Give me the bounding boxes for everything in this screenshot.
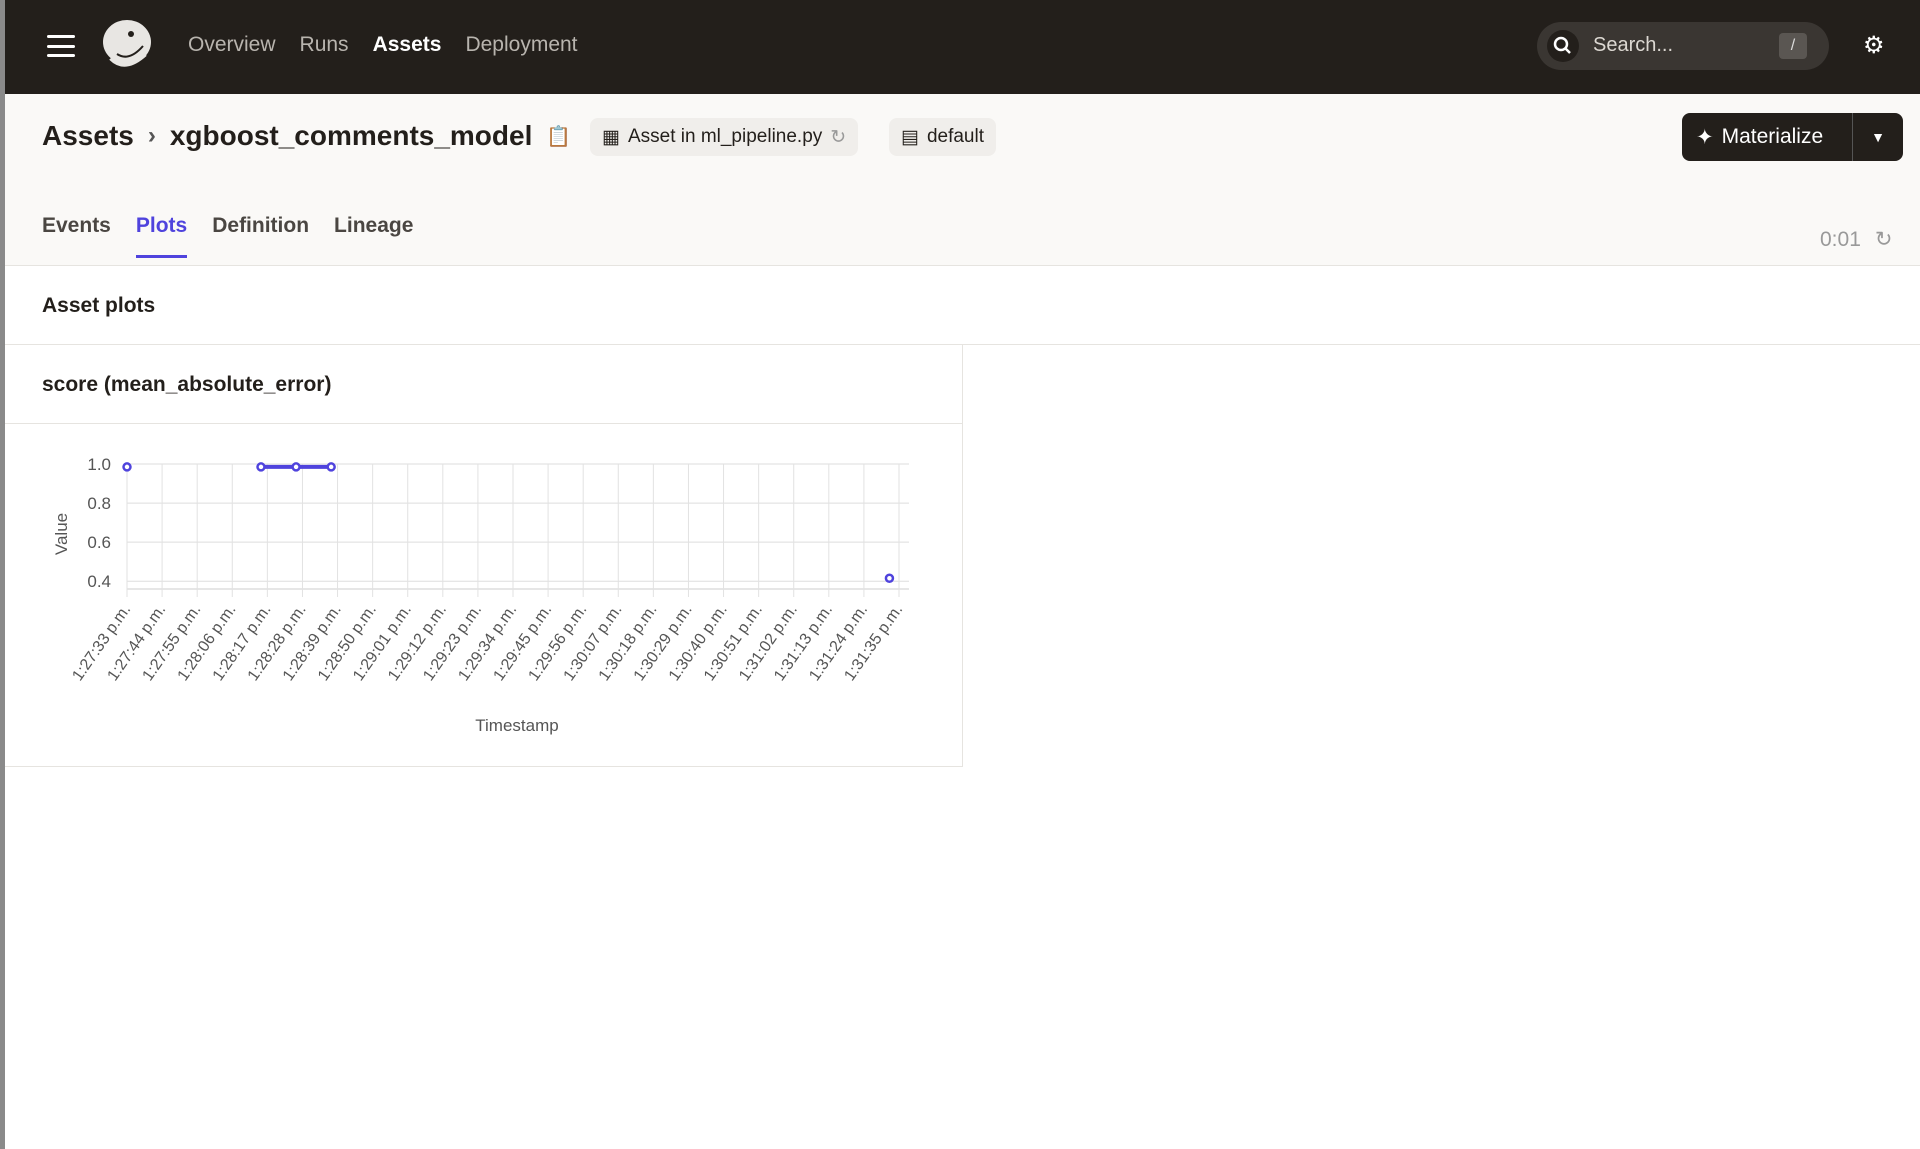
data-point[interactable] [884, 573, 895, 584]
nav-assets[interactable]: Assets [372, 33, 442, 56]
materialize-button[interactable]: ✦ Materialize ▼ [1682, 113, 1903, 161]
breadcrumb: Assets › xgboost_comments_model 📋 [42, 120, 571, 152]
reload-icon[interactable]: ↻ [830, 126, 847, 148]
tab-plots[interactable]: Plots [135, 214, 188, 258]
refresh-icon[interactable]: ↻ [1874, 228, 1893, 251]
x-axis-label: Timestamp [475, 716, 558, 735]
refresh-countdown: 0:01 [1820, 228, 1861, 251]
group-icon: ▤ [901, 126, 919, 148]
asset-header: Assets › xgboost_comments_model 📋 ▦ Asse… [5, 94, 1920, 266]
y-axis-label: Value [52, 513, 71, 555]
search-input[interactable]: Search... / [1537, 22, 1829, 70]
search-shortcut: / [1779, 33, 1807, 59]
main-nav: Overview Runs Assets Deployment [188, 33, 578, 57]
tab-lineage[interactable]: Lineage [334, 214, 414, 237]
materialize-dropdown-button[interactable]: ▼ [1871, 129, 1885, 145]
data-point[interactable] [291, 462, 301, 472]
data-point[interactable] [326, 462, 336, 472]
nav-runs[interactable]: Runs [299, 33, 349, 56]
code-location-chip[interactable]: ▦ Asset in ml_pipeline.py ↻ [590, 118, 859, 156]
line-chart: 0.40.60.81.01:27:33 p.m.1:27:44 p.m.1:27… [52, 455, 909, 735]
table-icon: ▦ [602, 126, 620, 148]
top-bar: Overview Runs Assets Deployment Search..… [5, 0, 1920, 94]
group-chip[interactable]: ▤ default [889, 118, 996, 156]
data-point[interactable] [256, 462, 266, 472]
gear-icon[interactable]: ⚙ [1863, 32, 1885, 59]
nav-overview[interactable]: Overview [188, 33, 276, 56]
nav-deployment[interactable]: Deployment [465, 33, 578, 56]
plot-title: score (mean_absolute_error) [5, 345, 962, 424]
asset-tabs: Events Plots Definition Lineage [42, 214, 413, 258]
page-title: xgboost_comments_model [169, 120, 533, 151]
search-icon [1547, 30, 1579, 62]
y-tick-label: 0.4 [87, 572, 111, 591]
dagster-logo-icon[interactable] [97, 16, 157, 76]
section-header: Asset plots [5, 266, 1920, 345]
breadcrumb-assets[interactable]: Assets [42, 120, 134, 151]
y-tick-label: 0.8 [87, 494, 111, 513]
sparkle-icon: ✦ [1696, 125, 1714, 149]
copy-icon[interactable]: 📋 [546, 125, 572, 148]
menu-icon[interactable] [47, 35, 75, 57]
group-label: default [926, 126, 984, 147]
y-tick-label: 1.0 [87, 455, 111, 474]
plot-card: score (mean_absolute_error) 0.4 0.6 0.8 1.0… [5, 345, 963, 767]
search-placeholder: Search... [1593, 34, 1674, 56]
chevron-right-icon: › [147, 122, 156, 149]
data-point[interactable] [122, 462, 132, 472]
code-location-label: Asset in ml_pipeline.py [627, 126, 823, 147]
materialize-label: Materialize [1721, 125, 1824, 148]
section-title: Asset plots [42, 294, 156, 317]
y-tick-label: 0.6 [87, 533, 111, 552]
tab-events[interactable]: Events [42, 214, 111, 237]
refresh-timer: 0:01 ↻ [1820, 227, 1892, 252]
tab-definition[interactable]: Definition [212, 214, 310, 237]
